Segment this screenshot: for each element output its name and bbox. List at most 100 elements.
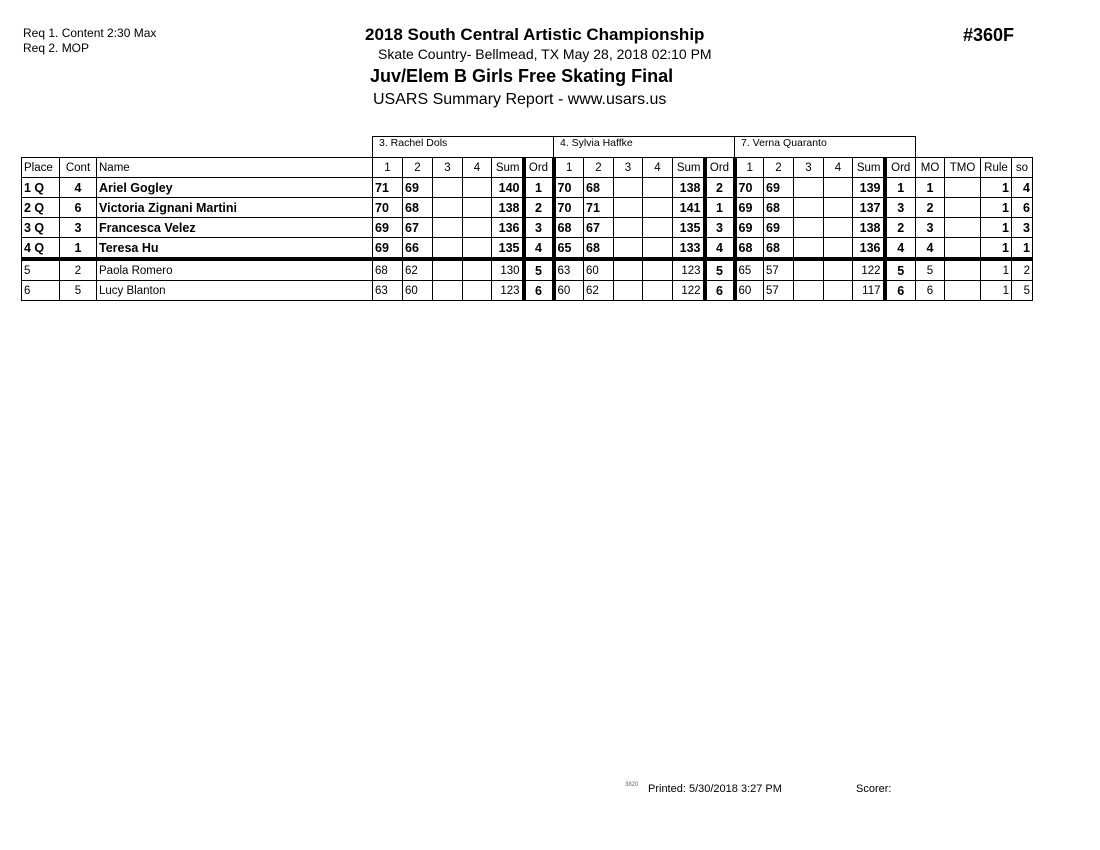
sum-cell: 136 — [852, 237, 885, 260]
rule-cell: 1 — [980, 280, 1012, 301]
score-cell: 68 — [402, 197, 433, 218]
name-cell: Victoria Zignani Martini — [96, 197, 373, 218]
score-cell — [642, 280, 673, 301]
ordinal-cell: 6 — [702, 280, 735, 301]
ordinal-cell: 6 — [521, 280, 554, 301]
score-cell — [823, 237, 853, 260]
tmo-cell — [944, 257, 981, 281]
tmo-cell — [944, 217, 981, 238]
score-cell — [793, 280, 824, 301]
header-cont: Cont — [59, 157, 97, 178]
so-cell: 1 — [1011, 237, 1033, 260]
score-cell: 70 — [551, 197, 584, 218]
place-cell: 3 Q — [21, 217, 60, 238]
score-cell: 70 — [551, 177, 584, 198]
cont-cell: 4 — [59, 177, 97, 198]
ordinal-cell: 3 — [882, 197, 916, 218]
scorer-label: Scorer: — [856, 783, 892, 795]
mo-cell: 5 — [915, 257, 945, 281]
header-judge-col: 2 — [402, 157, 433, 178]
header-tmo: TMO — [944, 157, 981, 178]
ordinal-cell: 5 — [882, 257, 916, 281]
ordinal-cell: 2 — [702, 177, 735, 198]
score-cell — [613, 237, 643, 260]
score-cell — [432, 280, 463, 301]
so-cell: 2 — [1011, 257, 1033, 281]
score-cell — [462, 257, 492, 281]
sum-cell: 138 — [852, 217, 885, 238]
ordinal-cell: 3 — [521, 217, 554, 238]
rule-cell: 1 — [980, 177, 1012, 198]
score-cell: 69 — [372, 237, 403, 260]
header-judge-col: 2 — [583, 157, 614, 178]
score-cell — [432, 177, 463, 198]
requirement-1: Req 1. Content 2:30 Max — [23, 26, 157, 40]
score-cell: 62 — [583, 280, 614, 301]
cont-cell: 5 — [59, 280, 97, 301]
header-judge-col: 1 — [551, 157, 584, 178]
cont-cell: 6 — [59, 197, 97, 218]
score-cell — [642, 197, 673, 218]
header-judge-col: Ord — [882, 157, 916, 178]
judge-header-row: 3. Rachel Dols 4. Sylvia Haffke 7. Verna… — [22, 136, 1033, 158]
score-cell — [432, 237, 463, 260]
ordinal-cell: 4 — [702, 237, 735, 260]
sum-cell: 123 — [672, 257, 705, 281]
blank-cell — [22, 137, 373, 158]
sum-cell: 140 — [491, 177, 524, 198]
score-cell — [823, 217, 853, 238]
tmo-cell — [944, 280, 981, 301]
score-cell: 68 — [372, 257, 403, 281]
score-cell: 65 — [551, 237, 584, 260]
sum-cell: 141 — [672, 197, 705, 218]
column-header-row: Place Cont Name 1 2 3 4 Sum Ord 1 2 3 4 Sum Ord 1 2 3 4… — [21, 157, 1033, 178]
table-row: 2 Q 6 Victoria Zignani Martini 70 68 138 2 70 71… — [21, 197, 1033, 218]
header-mo: MO — [915, 157, 945, 178]
score-cell: 66 — [402, 237, 433, 260]
sum-cell: 122 — [852, 257, 885, 281]
header-judge-col: Ord — [521, 157, 554, 178]
score-cell: 68 — [763, 197, 794, 218]
score-cell: 62 — [402, 257, 433, 281]
sum-cell: 123 — [491, 280, 524, 301]
ordinal-cell: 1 — [521, 177, 554, 198]
sum-cell: 137 — [852, 197, 885, 218]
header-judge-col: Sum — [491, 157, 524, 178]
score-cell — [793, 197, 824, 218]
sum-cell: 122 — [672, 280, 705, 301]
event-title: 2018 South Central Artistic Championship — [365, 25, 705, 44]
header-judge-col: 2 — [763, 157, 794, 178]
header-judge-col: 1 — [732, 157, 764, 178]
score-cell: 57 — [763, 280, 794, 301]
score-cell: 65 — [732, 257, 764, 281]
score-cell — [793, 257, 824, 281]
score-cell: 70 — [732, 177, 764, 198]
score-cell: 67 — [583, 217, 614, 238]
place-cell: 4 Q — [21, 237, 60, 260]
printed-date: Printed: 5/30/2018 3:27 PM — [648, 783, 782, 795]
score-cell: 69 — [763, 177, 794, 198]
requirement-2: Req 2. MOP — [23, 41, 90, 55]
header-judge-col: 3 — [613, 157, 643, 178]
score-cell — [462, 197, 492, 218]
judge-name: 3. Rachel Dols — [372, 136, 554, 158]
ordinal-cell: 3 — [702, 217, 735, 238]
tmo-cell — [944, 237, 981, 260]
tmo-cell — [944, 177, 981, 198]
ordinal-cell: 4 — [882, 237, 916, 260]
sum-cell: 136 — [491, 217, 524, 238]
score-cell — [613, 257, 643, 281]
ordinal-cell: 4 — [521, 237, 554, 260]
score-cell: 60 — [402, 280, 433, 301]
name-cell: Teresa Hu — [96, 237, 373, 260]
rule-cell: 1 — [980, 237, 1012, 260]
report-title: USARS Summary Report - www.usars.us — [373, 91, 667, 108]
score-cell — [793, 177, 824, 198]
table-row: 6 5 Lucy Blanton 63 60 123 6 60 62 122 6 60 57 117 6 6 1… — [21, 280, 1033, 301]
header-judge-col: 3 — [432, 157, 463, 178]
so-cell: 3 — [1011, 217, 1033, 238]
score-cell — [642, 217, 673, 238]
header-judge-col: 4 — [642, 157, 673, 178]
score-cell: 57 — [763, 257, 794, 281]
name-cell: Paola Romero — [96, 257, 373, 281]
